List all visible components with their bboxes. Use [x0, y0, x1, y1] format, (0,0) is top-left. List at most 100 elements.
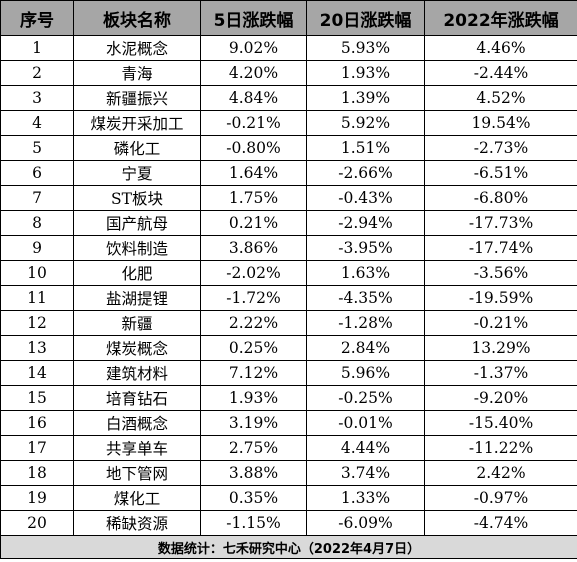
cell-5day-change: 1.75% — [200, 185, 307, 211]
cell-20day-change: -6.09% — [306, 510, 425, 536]
cell-2022-change: 4.52% — [424, 85, 577, 111]
data-source-note: 数据统计：七禾研究中心（2022年4月7日） — [0, 535, 577, 559]
cell-5day-change: 2.22% — [200, 310, 307, 336]
cell-rank: 11 — [0, 285, 74, 311]
table-row: 4 煤炭开采加工 -0.21% 5.92% 19.54% — [0, 110, 577, 136]
table-row: 2 青海 4.20% 1.93% -2.44% — [0, 60, 577, 86]
cell-sector-name: 盐湖提锂 — [73, 285, 201, 311]
cell-rank: 7 — [0, 185, 74, 211]
cell-sector-name: 稀缺资源 — [73, 510, 201, 536]
cell-20day-change: 1.33% — [306, 485, 425, 511]
cell-sector-name: 新疆振兴 — [73, 85, 201, 111]
table-row: 11 盐湖提锂 -1.72% -4.35% -19.59% — [0, 285, 577, 311]
table-row: 16 白酒概念 3.19% -0.01% -15.40% — [0, 410, 577, 436]
cell-5day-change: 1.93% — [200, 385, 307, 411]
table-row: 7 ST板块 1.75% -0.43% -6.80% — [0, 185, 577, 211]
cell-2022-change: -19.59% — [424, 285, 577, 311]
cell-sector-name: 青海 — [73, 60, 201, 86]
cell-5day-change: 2.75% — [200, 435, 307, 461]
table-row: 3 新疆振兴 4.84% 1.39% 4.52% — [0, 85, 577, 111]
cell-2022-change: 2.42% — [424, 460, 577, 486]
cell-rank: 2 — [0, 60, 74, 86]
header-row: 序号 板块名称 5日涨跌幅 20日涨跌幅 2022年涨跌幅 — [0, 0, 577, 36]
table-row: 10 化肥 -2.02% 1.63% -3.56% — [0, 260, 577, 286]
cell-5day-change: 4.20% — [200, 60, 307, 86]
header-sector-name: 板块名称 — [73, 0, 201, 36]
table-row: 13 煤炭概念 0.25% 2.84% 13.29% — [0, 335, 577, 361]
cell-sector-name: 国产航母 — [73, 210, 201, 236]
cell-2022-change: -1.37% — [424, 360, 577, 386]
cell-sector-name: 地下管网 — [73, 460, 201, 486]
table-row: 17 共享单车 2.75% 4.44% -11.22% — [0, 435, 577, 461]
cell-5day-change: 1.64% — [200, 160, 307, 186]
cell-5day-change: 9.02% — [200, 35, 307, 61]
cell-sector-name: 建筑材料 — [73, 360, 201, 386]
cell-rank: 17 — [0, 435, 74, 461]
cell-rank: 13 — [0, 335, 74, 361]
table-row: 5 磷化工 -0.80% 1.51% -2.73% — [0, 135, 577, 161]
cell-20day-change: -0.25% — [306, 385, 425, 411]
table-header: 序号 板块名称 5日涨跌幅 20日涨跌幅 2022年涨跌幅 — [0, 0, 577, 36]
cell-20day-change: -4.35% — [306, 285, 425, 311]
cell-sector-name: 煤化工 — [73, 485, 201, 511]
cell-2022-change: 4.46% — [424, 35, 577, 61]
cell-sector-name: 煤炭开采加工 — [73, 110, 201, 136]
cell-20day-change: 3.74% — [306, 460, 425, 486]
footer-row: 数据统计：七禾研究中心（2022年4月7日） — [0, 535, 577, 559]
cell-rank: 16 — [0, 410, 74, 436]
cell-sector-name: 化肥 — [73, 260, 201, 286]
cell-20day-change: 1.63% — [306, 260, 425, 286]
cell-20day-change: -0.43% — [306, 185, 425, 211]
cell-20day-change: -3.95% — [306, 235, 425, 261]
cell-rank: 10 — [0, 260, 74, 286]
cell-2022-change: -6.51% — [424, 160, 577, 186]
cell-rank: 3 — [0, 85, 74, 111]
cell-rank: 12 — [0, 310, 74, 336]
cell-rank: 14 — [0, 360, 74, 386]
cell-20day-change: 1.51% — [306, 135, 425, 161]
cell-20day-change: -2.94% — [306, 210, 425, 236]
cell-5day-change: -0.80% — [200, 135, 307, 161]
cell-2022-change: -17.74% — [424, 235, 577, 261]
cell-2022-change: -0.97% — [424, 485, 577, 511]
cell-5day-change: -0.21% — [200, 110, 307, 136]
header-rank: 序号 — [0, 0, 74, 36]
cell-sector-name: 白酒概念 — [73, 410, 201, 436]
table-body: 1 水泥概念 9.02% 5.93% 4.46% 2 青海 4.20% 1.93% -2.44% 3… — [0, 35, 577, 536]
cell-rank: 20 — [0, 510, 74, 536]
cell-2022-change: -15.40% — [424, 410, 577, 436]
cell-sector-name: 新疆 — [73, 310, 201, 336]
cell-5day-change: 3.19% — [200, 410, 307, 436]
cell-5day-change: -1.15% — [200, 510, 307, 536]
cell-sector-name: 共享单车 — [73, 435, 201, 461]
cell-rank: 8 — [0, 210, 74, 236]
cell-5day-change: 0.25% — [200, 335, 307, 361]
cell-5day-change: 7.12% — [200, 360, 307, 386]
cell-2022-change: 19.54% — [424, 110, 577, 136]
cell-20day-change: 1.93% — [306, 60, 425, 86]
cell-20day-change: -0.01% — [306, 410, 425, 436]
cell-rank: 15 — [0, 385, 74, 411]
table-row: 9 饮料制造 3.86% -3.95% -17.74% — [0, 235, 577, 261]
cell-20day-change: 4.44% — [306, 435, 425, 461]
cell-sector-name: 煤炭概念 — [73, 335, 201, 361]
cell-5day-change: 3.88% — [200, 460, 307, 486]
cell-20day-change: -1.28% — [306, 310, 425, 336]
cell-rank: 9 — [0, 235, 74, 261]
cell-rank: 6 — [0, 160, 74, 186]
cell-5day-change: 4.84% — [200, 85, 307, 111]
cell-sector-name: ST板块 — [73, 185, 201, 211]
cell-rank: 5 — [0, 135, 74, 161]
cell-rank: 18 — [0, 460, 74, 486]
header-2022-change: 2022年涨跌幅 — [424, 0, 577, 36]
cell-20day-change: 5.92% — [306, 110, 425, 136]
cell-5day-change: 0.21% — [200, 210, 307, 236]
table-row: 8 国产航母 0.21% -2.94% -17.73% — [0, 210, 577, 236]
cell-2022-change: -2.44% — [424, 60, 577, 86]
cell-2022-change: -6.80% — [424, 185, 577, 211]
cell-5day-change: 0.35% — [200, 485, 307, 511]
header-20day-change: 20日涨跌幅 — [306, 0, 425, 36]
table-row: 18 地下管网 3.88% 3.74% 2.42% — [0, 460, 577, 486]
